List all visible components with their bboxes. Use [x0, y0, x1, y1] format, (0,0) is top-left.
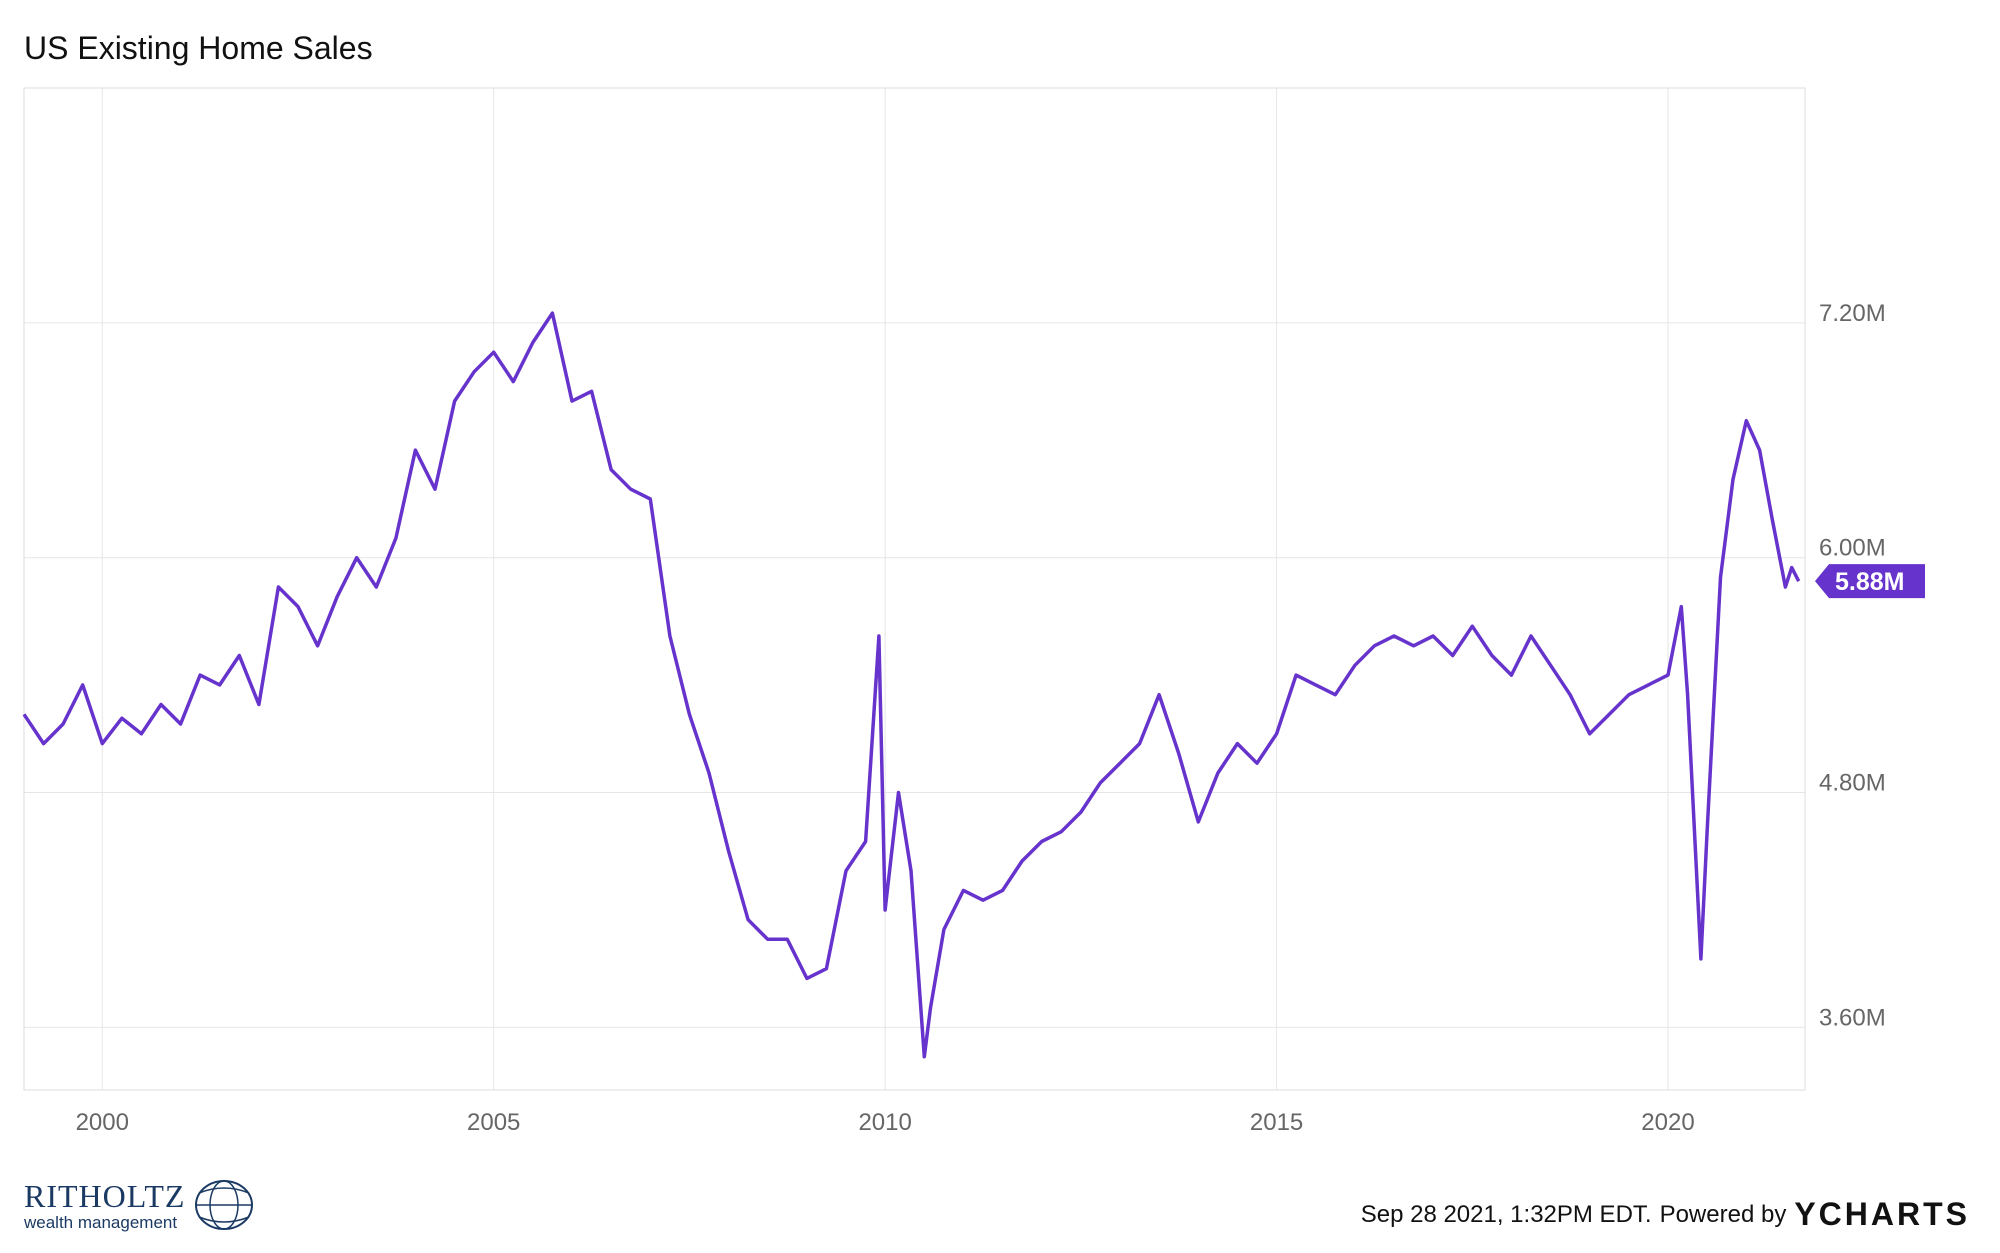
x-tick-label: 2015: [1250, 1109, 1303, 1136]
footer-powered-by: Powered by: [1659, 1200, 1787, 1228]
y-axis: 3.60M 4.80M 6.00M 7.20M: [1819, 300, 1886, 1032]
last-value-label: 5.88M: [1835, 568, 1904, 596]
x-tick-label: 2000: [76, 1109, 129, 1136]
y-tick-label: 4.80M: [1819, 770, 1886, 797]
chart-title: US Existing Home Sales: [24, 30, 373, 66]
ycharts-logo: YCHARTS: [1794, 1196, 1970, 1232]
plot-frame: [23, 87, 1806, 1091]
x-axis: 2000 2005 2010 2015 2020: [76, 1109, 1695, 1136]
y-tick-label: 3.60M: [1819, 1004, 1886, 1031]
footer-timestamp: Sep 28 2021, 1:32PM EDT.: [1360, 1200, 1652, 1228]
y-tick-label: 7.20M: [1819, 300, 1886, 327]
logo-name: RITHOLTZ: [24, 1177, 186, 1214]
series-line-existing-home-sales: [22, 311, 1801, 1059]
y-tick-label: 6.00M: [1819, 535, 1886, 562]
logo-subtitle: wealth management: [24, 1212, 178, 1232]
x-tick-label: 2005: [467, 1109, 520, 1136]
x-tick-label: 2020: [1641, 1109, 1694, 1136]
globe-emblem-icon: [195, 1180, 254, 1230]
ritholtz-logo: RITHOLTZ wealth management: [24, 1175, 259, 1235]
grid-lines: [24, 88, 1805, 1090]
footer: Sep 28 2021, 1:32PM EDT. Powered by YCHA…: [1361, 1196, 1970, 1233]
last-value-badge: 5.88M: [1815, 564, 1925, 599]
x-tick-label: 2010: [858, 1109, 911, 1136]
